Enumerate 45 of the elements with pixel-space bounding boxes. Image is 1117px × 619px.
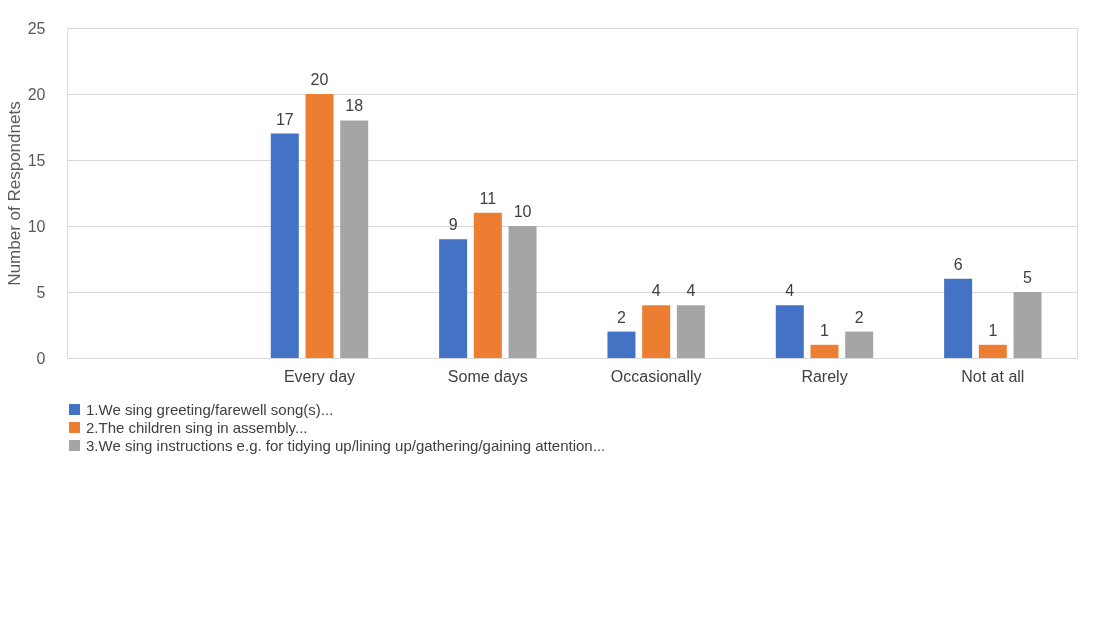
data-label: 17: [275, 110, 294, 128]
data-label: 9: [448, 216, 458, 234]
y-axis-title: Number of Respondnets: [4, 101, 24, 286]
data-label: 11: [479, 189, 497, 207]
data-label: 18: [345, 97, 364, 115]
data-label: 4: [785, 282, 795, 300]
x-tick-label: Rarely: [801, 367, 848, 385]
data-label: 1: [988, 321, 998, 339]
bar: [978, 344, 1007, 358]
data-label: 6: [953, 255, 963, 273]
bar: [810, 344, 839, 358]
bar: [775, 305, 804, 358]
y-tick-label: 10: [27, 217, 46, 235]
bar: [642, 305, 671, 358]
y-tick-label: 5: [36, 283, 46, 301]
x-tick-label: Some days: [447, 367, 528, 385]
bar: [305, 94, 334, 358]
bar: [340, 120, 369, 358]
legend-label: 1.We sing greeting/farewell song(s)...: [86, 400, 334, 418]
bar: [607, 331, 636, 358]
bar: [439, 239, 468, 358]
bar: [270, 133, 299, 358]
x-tick-label: Occasionally: [610, 367, 702, 385]
bar: [473, 212, 502, 358]
data-label: 10: [513, 203, 532, 220]
y-tick-label: 15: [27, 151, 46, 169]
y-tick-label: 0: [36, 349, 46, 367]
y-tick-label: 20: [27, 85, 46, 103]
legend-label: 2.The children sing in assembly...: [86, 418, 308, 436]
data-label: 2: [617, 308, 627, 326]
bar: [508, 226, 537, 358]
legend-label: 3.We sing instructions e.g. for tidying up/lining up/gathering/gaining attention...: [86, 436, 606, 454]
x-tick-label: Every day: [283, 367, 356, 385]
data-label: 1: [820, 321, 830, 339]
data-label: 4: [651, 282, 661, 300]
data-label: 20: [310, 71, 329, 88]
x-tick-label: Not at all: [961, 367, 1025, 385]
bar: [845, 331, 874, 358]
bar: [1013, 292, 1042, 358]
bar: [944, 278, 973, 358]
data-label: 2: [854, 308, 864, 326]
bar: [676, 305, 705, 358]
y-tick-label: 25: [27, 19, 46, 37]
data-label: 4: [686, 282, 696, 300]
data-label: 5: [1023, 269, 1033, 286]
